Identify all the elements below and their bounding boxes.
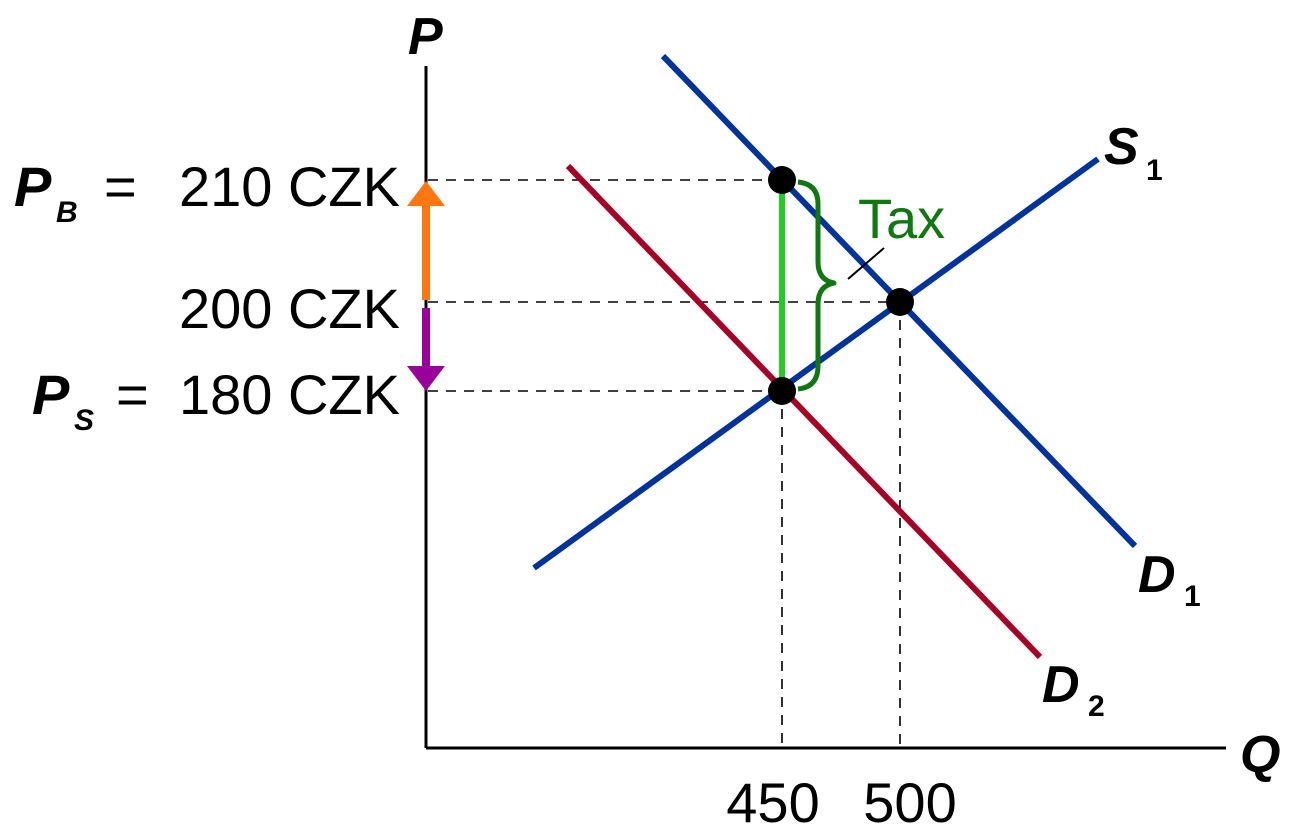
- s1-label: S: [1104, 118, 1139, 176]
- pb-value: 210 CZK: [179, 155, 400, 218]
- point-seller-price: [768, 377, 796, 405]
- pb-symbol: P: [14, 155, 52, 218]
- ps-symbol: P: [32, 363, 70, 426]
- d2-subscript: 2: [1088, 690, 1105, 723]
- s1-subscript: 1: [1146, 154, 1163, 187]
- demand-curve-d2: [565, 163, 1043, 660]
- ps-subscript: S: [74, 404, 94, 437]
- seller-price-arrow: [407, 308, 445, 391]
- point-buyer-price: [768, 166, 796, 194]
- peq-value: 200 CZK: [179, 277, 400, 340]
- d1-subscript: 1: [1184, 580, 1201, 613]
- y-axis-label: P: [408, 8, 443, 66]
- guide-lines: [428, 179, 901, 748]
- ps-value: 180 CZK: [179, 363, 400, 426]
- ps-equals: =: [116, 363, 149, 426]
- tax-pointer: [847, 247, 885, 280]
- pb-subscript: B: [56, 196, 78, 229]
- q-eq-label: 500: [863, 771, 956, 826]
- q-tax-label: 450: [726, 771, 819, 826]
- buyer-price-arrow: [407, 181, 445, 300]
- tax-brace: [797, 179, 837, 392]
- tax-label: Tax: [858, 187, 945, 250]
- d1-label: D: [1138, 546, 1176, 604]
- x-axis-label: Q: [1240, 726, 1280, 784]
- pb-equals: =: [104, 155, 137, 218]
- d2-label: D: [1042, 656, 1080, 714]
- point-equilibrium: [886, 288, 914, 316]
